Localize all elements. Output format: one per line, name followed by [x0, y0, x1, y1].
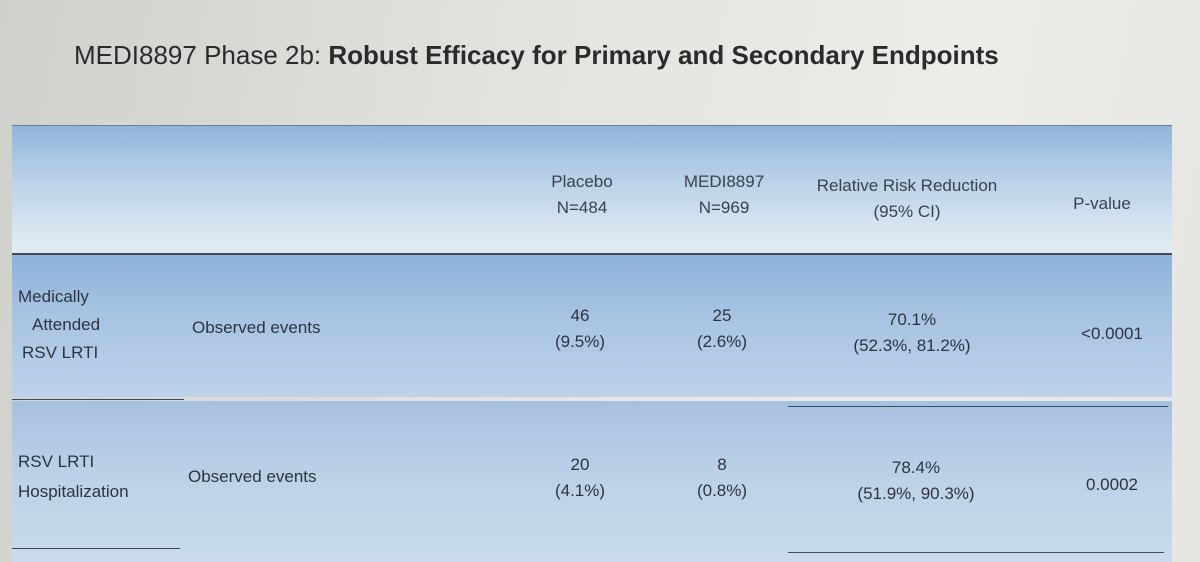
row1-pvalue: <0.0001	[1081, 324, 1143, 343]
table-row-band-2	[12, 401, 1172, 562]
row2-rrr-ci: (51.9%, 90.3%)	[857, 484, 975, 503]
table-row-band-1	[12, 255, 1172, 397]
row1-rule-left	[12, 399, 184, 400]
row2-rrr: 78.4% (51.9%, 90.3%)	[816, 455, 1016, 507]
header-medi-label: MEDI8897	[683, 172, 765, 191]
row2-medi-count: 8	[717, 455, 727, 474]
row1-medi-pct: (2.6%)	[696, 332, 748, 351]
header-rrr-label: Relative Risk Reduction	[816, 176, 998, 195]
row1-placebo: 46 (9.5%)	[480, 303, 680, 355]
top-rule	[12, 125, 1172, 126]
row2-endpoint: RSV LRTI Hospitalization	[18, 447, 188, 507]
slide-title: MEDI8897 Phase 2b: Robust Efficacy for P…	[74, 40, 1154, 71]
row2-endpoint-line1: RSV LRTI	[18, 452, 95, 471]
row2-medi: 8 (0.8%)	[622, 452, 822, 504]
row1-placebo-count: 46	[570, 306, 590, 325]
header-medi: MEDI8897 N=969	[624, 169, 824, 221]
header-placebo: Placebo N=484	[482, 169, 682, 221]
row1-rule-right	[788, 406, 1168, 407]
row2-rrr-value: 78.4%	[891, 458, 941, 477]
header-rrr-ci: (95% CI)	[873, 202, 941, 221]
row1-endpoint-line2: Attended	[32, 315, 101, 334]
header-rule	[12, 253, 1172, 255]
title-prefix: MEDI8897 Phase 2b:	[74, 40, 329, 70]
header-pvalue: P-value	[1073, 194, 1131, 213]
row1-endpoint: Medically Attended RSV LRTI	[18, 283, 178, 367]
row1-placebo-pct: (9.5%)	[554, 332, 606, 351]
row1-endpoint-line1: Medically	[18, 287, 89, 306]
row1-rrr: 70.1% (52.3%, 81.2%)	[812, 307, 1012, 359]
efficacy-table: Placebo N=484 MEDI8897 N=969 Relative Ri…	[12, 125, 1172, 562]
header-rrr: Relative Risk Reduction (95% CI)	[782, 173, 1032, 225]
header-placebo-label: Placebo	[551, 172, 613, 191]
row2-placebo: 20 (4.1%)	[480, 452, 680, 504]
row2-rule-right	[788, 552, 1164, 553]
row2-placebo-count: 20	[570, 455, 590, 474]
row1-endpoint-line3: RSV LRTI	[22, 343, 99, 362]
row2-endpoint-line2: Hospitalization	[18, 482, 129, 501]
table-header-band	[12, 125, 1172, 253]
header-medi-n: N=969	[698, 198, 750, 217]
row1-rrr-value: 70.1%	[887, 310, 937, 329]
row1-rrr-ci: (52.3%, 81.2%)	[853, 336, 971, 355]
row1-measure: Observed events	[192, 318, 321, 337]
row2-medi-pct: (0.8%)	[696, 481, 748, 500]
row2-rule-left	[12, 548, 180, 549]
row2-measure: Observed events	[188, 467, 317, 486]
title-bold: Robust Efficacy for Primary and Secondar…	[328, 40, 999, 70]
header-placebo-n: N=484	[556, 198, 608, 217]
row1-medi-count: 25	[712, 306, 732, 325]
row2-pvalue: 0.0002	[1086, 475, 1138, 494]
row2-placebo-pct: (4.1%)	[554, 481, 606, 500]
row1-medi: 25 (2.6%)	[622, 303, 822, 355]
